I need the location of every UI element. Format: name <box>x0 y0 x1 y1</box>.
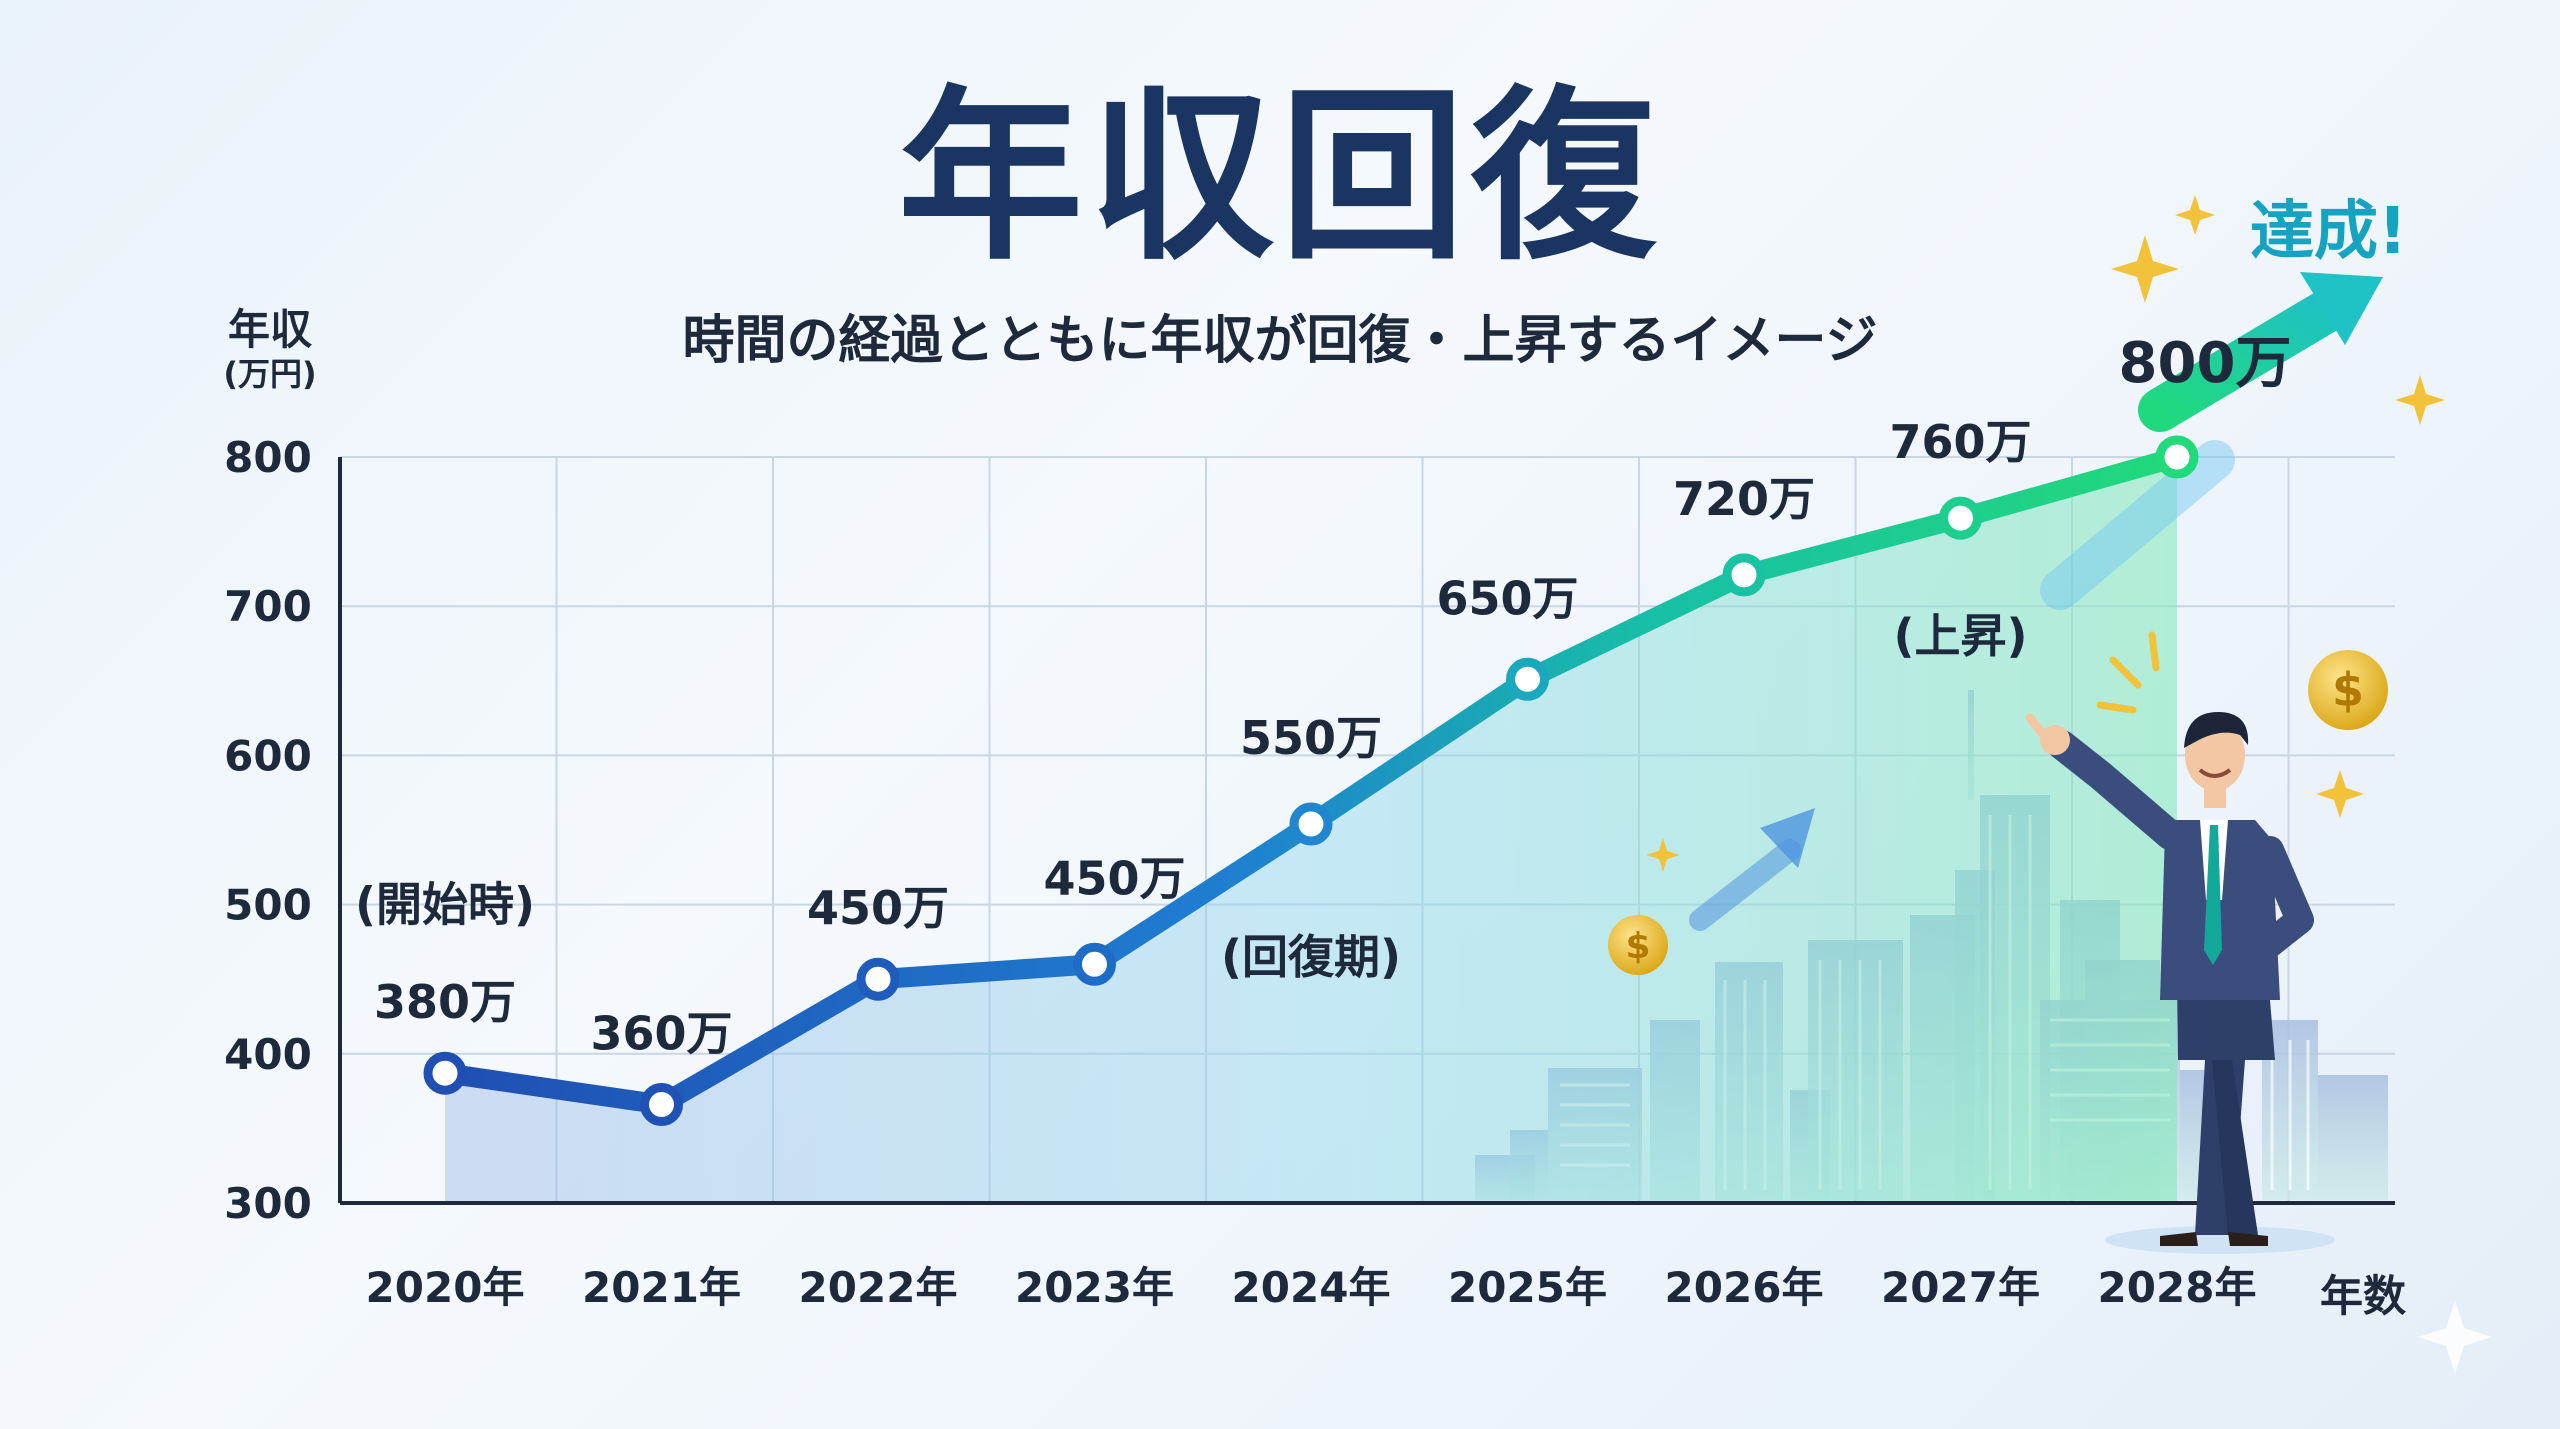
annotation-label: (開始時) <box>355 878 535 932</box>
annotation-label: (回復期) <box>1221 930 1401 984</box>
small-arrow-icon <box>1689 808 1815 931</box>
x-tick-label: 2020年 <box>366 1263 525 1312</box>
coin-icon: $ <box>1608 915 1668 975</box>
annotation-label: (上昇) <box>1893 609 2027 663</box>
svg-text:$: $ <box>2332 663 2364 717</box>
coin-icon: $ <box>2308 650 2388 730</box>
x-tick-label: 2022年 <box>799 1263 958 1312</box>
y-axis-title: 年収 <box>227 305 312 354</box>
x-tick-label: 2026年 <box>1665 1263 1824 1312</box>
growth-arrow-icon <box>2040 272 2383 610</box>
y-tick-label: 800 <box>224 433 312 482</box>
y-axis-label: 年収 (万円) <box>210 305 330 394</box>
data-point <box>856 957 900 1001</box>
x-tick-label: 2028年 <box>2098 1263 2257 1312</box>
data-label: 720万 <box>1673 472 1815 526</box>
annotations: (開始時) (回復期) (上昇) <box>355 609 2028 984</box>
y-tick-label: 400 <box>224 1030 312 1079</box>
data-label: 450万 <box>1043 851 1185 905</box>
data-point <box>1506 657 1549 701</box>
y-axis-unit: (万円) <box>223 355 317 394</box>
y-tick-label: 700 <box>224 582 312 631</box>
data-label: 800万 <box>2119 331 2292 396</box>
axes: 300 400 500 600 700 800 2020年 2021年 2022年 2023年 20… <box>224 433 2395 1312</box>
achievement-callout: 達成! <box>2250 195 2408 269</box>
y-tick-label: 500 <box>224 881 312 930</box>
data-points <box>423 435 2199 1127</box>
data-label: 360万 <box>590 1007 732 1061</box>
y-tick-label: 300 <box>224 1179 312 1228</box>
page-title: 年収回復 <box>898 69 1662 285</box>
data-point <box>640 1083 683 1127</box>
data-label: 650万 <box>1436 571 1578 625</box>
excitement-lines-icon <box>2096 631 2160 714</box>
data-label: 380万 <box>374 975 516 1029</box>
data-point <box>423 1051 467 1095</box>
data-label: 450万 <box>807 881 949 935</box>
data-point <box>1073 942 1116 986</box>
data-point <box>1939 496 1982 540</box>
data-point <box>1722 553 1766 597</box>
x-tick-label: 2027年 <box>1881 1263 2040 1312</box>
sparkle-icon <box>2418 1300 2492 1374</box>
x-tick-label: 2024年 <box>1232 1263 1391 1312</box>
page-subtitle: 時間の経過とともに年収が回復・上昇するイメージ <box>682 311 1878 371</box>
data-label: 760万 <box>1889 415 2031 469</box>
businessman-illustration <box>2025 712 2335 1254</box>
y-tick-label: 600 <box>224 731 312 780</box>
x-tick-label: 2021年 <box>582 1263 741 1312</box>
data-point <box>1289 802 1333 846</box>
sparkle-icon <box>1646 195 2445 872</box>
data-point <box>2155 435 2199 479</box>
svg-text:$: $ <box>1625 926 1650 967</box>
x-tick-label: 2025年 <box>1448 1263 1607 1312</box>
data-labels: 380万 360万 450万 450万 550万 650万 720万 760万 800万 <box>374 331 2291 1061</box>
data-label: 550万 <box>1240 711 1382 765</box>
x-tick-label: 2023年 <box>1015 1263 1174 1312</box>
x-axis-title: 年数 <box>2320 1272 2406 1322</box>
